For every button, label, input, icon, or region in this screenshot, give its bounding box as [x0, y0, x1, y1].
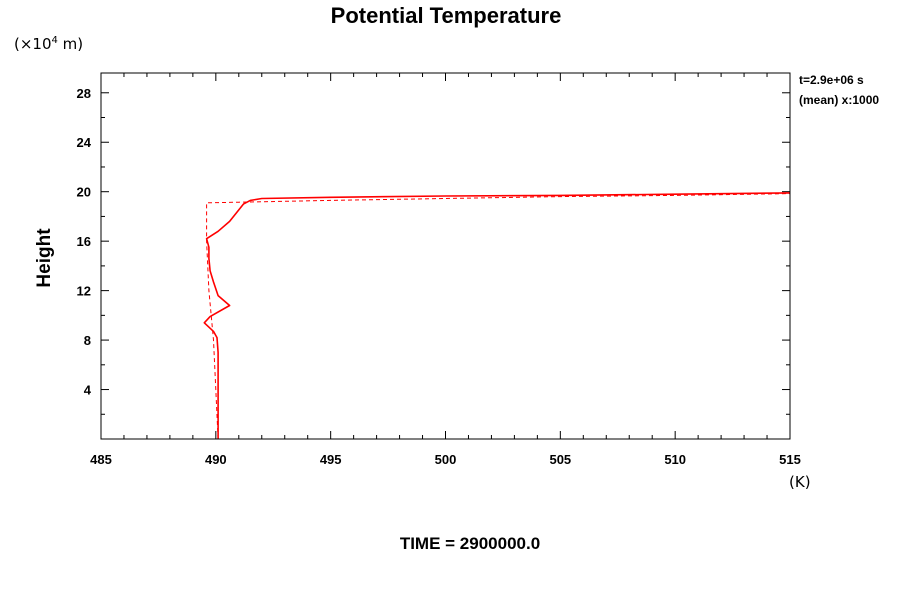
y-tick-label: 24 — [77, 135, 92, 150]
x-tick-label: 510 — [664, 452, 686, 467]
y-tick-label: 28 — [77, 86, 91, 101]
x-tick-label: 495 — [320, 452, 342, 467]
dashed-profile-line — [206, 193, 791, 440]
time-footer: TIME = 2900000.0 — [400, 534, 540, 553]
tick-labels: 485 490 495 500 505 510 515 4 8 12 16 20 24 28 — [77, 86, 801, 467]
x-tick-label: 490 — [205, 452, 227, 467]
plot-lines — [203, 192, 791, 440]
time-annotation: t=2.9e+06 s — [799, 73, 864, 87]
y-tick-label: 20 — [77, 185, 91, 200]
y-axis-units: (×104 m) — [14, 35, 83, 53]
chart-title: Potential Temperature — [331, 3, 562, 28]
y-tick-label: 8 — [84, 333, 91, 348]
x-tick-label: 485 — [90, 452, 112, 467]
y-axis-label: Height — [34, 228, 55, 288]
mean-annotation: (mean) x:1000 — [799, 93, 879, 107]
x-tick-label: 515 — [779, 452, 801, 467]
plot-frame — [100, 72, 791, 440]
x-axis-units: (K) — [789, 473, 811, 491]
x-tick-label: 505 — [549, 452, 571, 467]
x-tick-label: 500 — [435, 452, 457, 467]
y-tick-label: 12 — [77, 284, 91, 299]
y-tick-label: 16 — [77, 234, 91, 249]
axis-ticks — [100, 73, 791, 439]
y-tick-label: 4 — [84, 383, 92, 398]
solid-profile-line — [203, 192, 791, 439]
